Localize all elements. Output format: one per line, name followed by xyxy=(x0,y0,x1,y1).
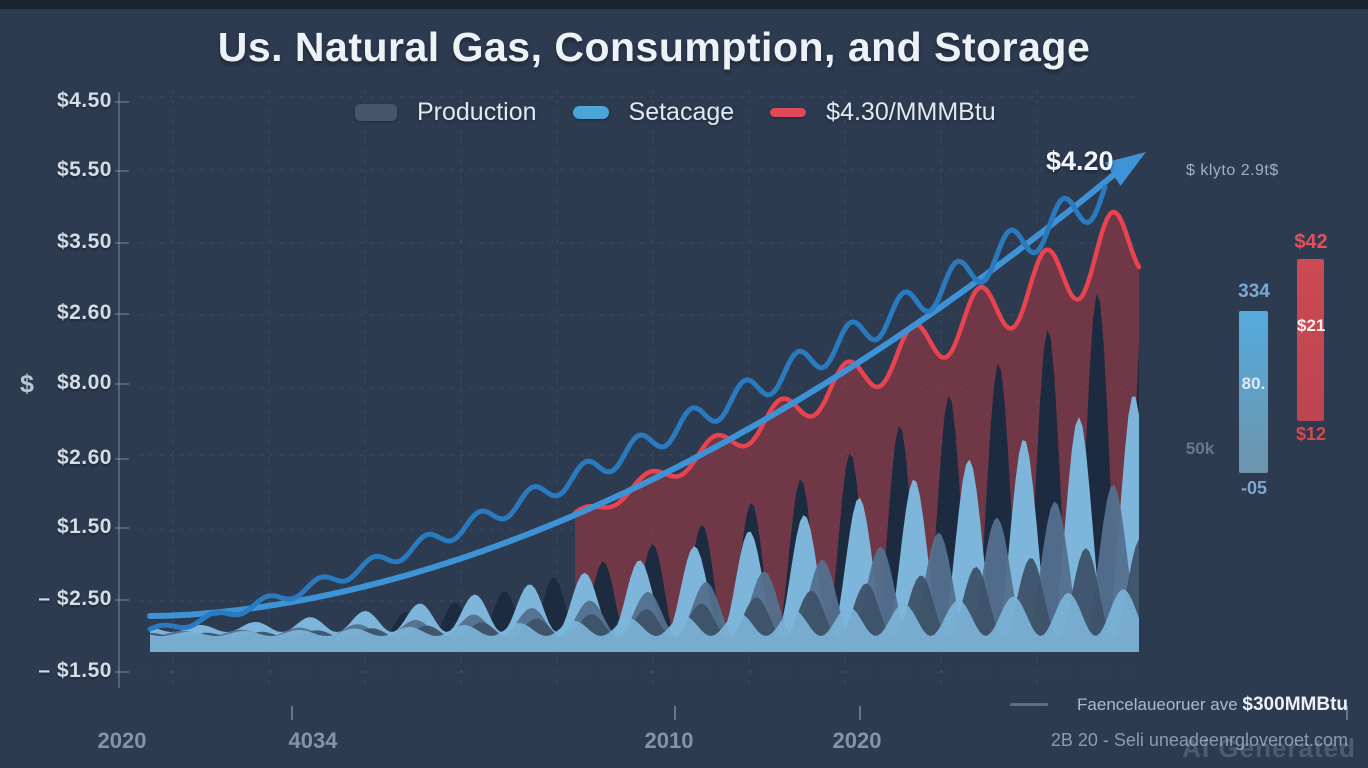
blue-bar-mid-label: 80. xyxy=(1241,374,1266,393)
legend-item-storage: Setacage xyxy=(572,98,735,127)
side-bar-red xyxy=(1297,259,1324,421)
red-bar-bottom-label: $12 xyxy=(1295,424,1327,444)
legend-item-price: $4.30/MMMBtu xyxy=(770,98,996,127)
price-callout-annotation: $4.20 xyxy=(1046,146,1114,176)
y-axis-label: – $2.50 xyxy=(38,587,112,610)
footer-note: Faencelaueoruer ave $300MMBtu xyxy=(1077,694,1348,716)
footer-note-price: $300MMBtu xyxy=(1242,694,1348,715)
price-swatch-icon xyxy=(770,108,807,117)
top-strip xyxy=(0,0,1368,9)
legend-label: $4.30/MMMBtu xyxy=(826,98,996,126)
series-slate-band-a xyxy=(150,484,1139,648)
storage-swatch-icon xyxy=(572,106,609,119)
series-light-bottom-band xyxy=(150,589,1139,652)
side-bar-blue xyxy=(1239,311,1268,473)
page-title: Us. Natural Gas, Consumption, and Storag… xyxy=(217,24,1091,70)
blue-bar-left-label: 50k xyxy=(1185,439,1215,458)
blue-bar-top-label: 334 xyxy=(1238,281,1270,302)
y-axis-label: $3.50 xyxy=(56,230,112,253)
y-axis-label: $4.50 xyxy=(56,89,112,112)
x-axis-label: 2020 xyxy=(97,728,147,753)
legend-label: Setacage xyxy=(628,98,735,126)
red-bar-top-label: $42 xyxy=(1294,231,1328,253)
legend: Production Setacage $4.30/MMMBtu xyxy=(355,98,996,127)
x-axis-label: 4034 xyxy=(288,728,338,753)
trend-arrowhead-icon xyxy=(1104,152,1146,186)
x-axis-label: 2020 xyxy=(832,728,882,753)
footer-dash xyxy=(1010,703,1048,706)
y-axis-label: $2.60 xyxy=(56,301,112,324)
footer-source-line: 2B 20 - Seli uneadeenrgloveroet.com xyxy=(1050,730,1348,750)
y-axis-label: $1.50 xyxy=(56,515,112,538)
series-trend-line xyxy=(147,165,1125,619)
ai-generated-watermark: AI Generated xyxy=(1182,733,1356,763)
y-axis-label: $5.50 xyxy=(56,158,112,181)
series-production-dark-area xyxy=(150,293,1139,648)
legend-label: Production xyxy=(417,98,537,126)
series-consumption-line xyxy=(147,184,1108,632)
stray-dollar-symbol: $ xyxy=(20,370,34,398)
legend-item-production: Production xyxy=(355,98,537,127)
y-axis-label: $8.00 xyxy=(56,371,112,394)
production-swatch-icon xyxy=(355,104,397,121)
y-axis-label: – $1.50 xyxy=(38,659,112,682)
y-axis-label: $2.60 xyxy=(56,446,112,469)
footer-note-text: Faencelaueoruer ave xyxy=(1077,695,1243,714)
side-note-annotation: $ klyto 2.9t$ xyxy=(1186,162,1279,179)
blue-bar-bottom-label: -05 xyxy=(1240,478,1267,498)
x-axis-label: 2010 xyxy=(644,728,694,753)
red-bar-mid-label: $21 xyxy=(1297,316,1326,335)
